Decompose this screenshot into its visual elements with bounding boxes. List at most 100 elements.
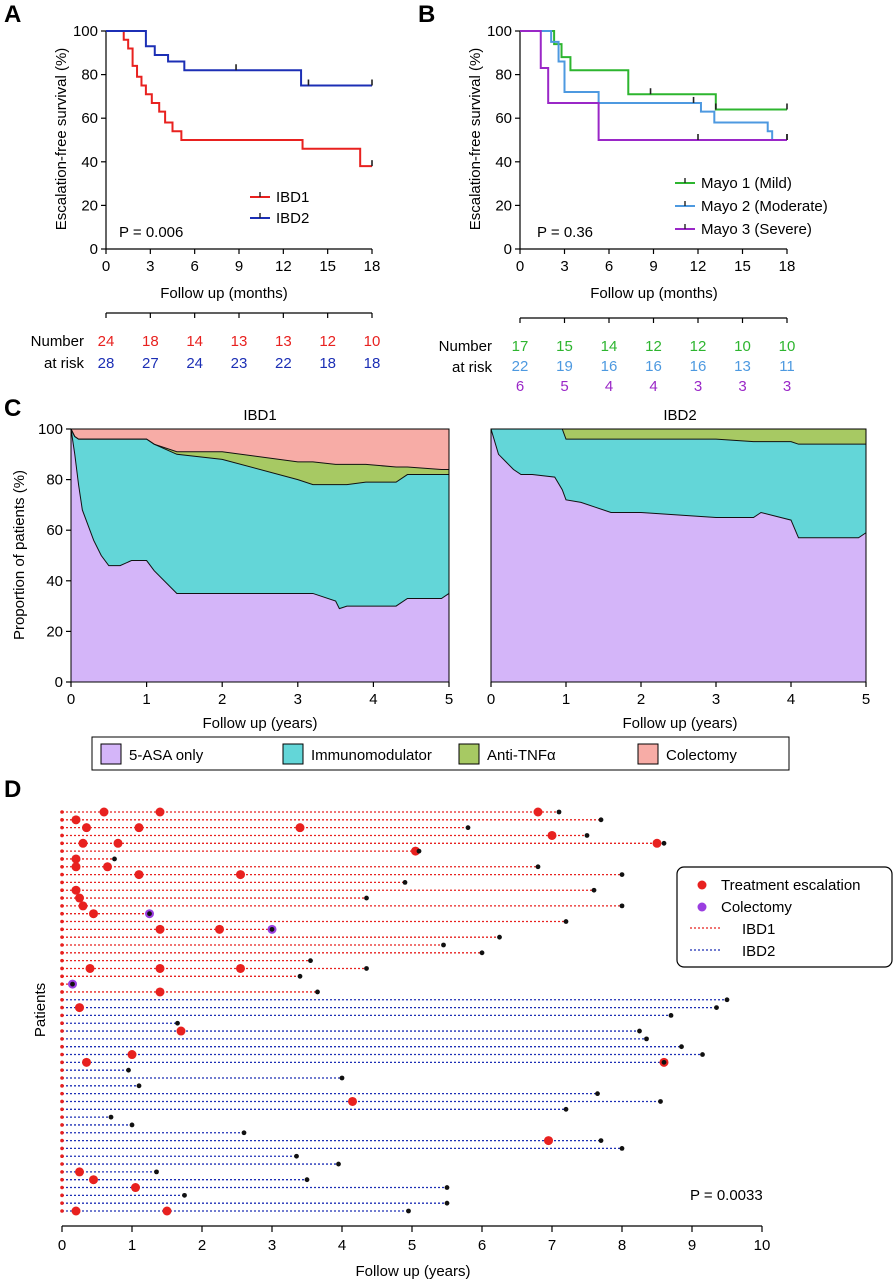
panel-d-row-start-dot bbox=[60, 880, 64, 885]
panel-d-legend-label-2: IBD1 bbox=[742, 921, 775, 938]
panel-d-row-start-dot bbox=[60, 982, 64, 986]
panel-a-xtick-label: 18 bbox=[364, 258, 381, 275]
panel-d-row-end-dot bbox=[619, 1146, 625, 1151]
panel-c-1-xtick-label: 2 bbox=[218, 691, 226, 708]
panel-d-axes: 0 1 2 3 4 5 6 7 8 9 10 bbox=[58, 1225, 770, 1254]
panel-d-row-end-dot bbox=[658, 1099, 663, 1104]
panel-d-row-start-dot bbox=[60, 888, 64, 893]
panel-d-escalation-dot bbox=[134, 870, 144, 880]
panel-d-row-end-dot bbox=[339, 1075, 345, 1081]
panel-d-row-start-dot bbox=[60, 1209, 64, 1213]
panel-d-row-end-dot bbox=[416, 848, 422, 854]
panel-c-xlabel-ibd2: Follow up (years) bbox=[622, 715, 737, 732]
panel-b-risk-value: 14 bbox=[601, 338, 618, 355]
panel-b-xtick-label: 18 bbox=[779, 258, 796, 275]
panel-d-escalation-dot bbox=[155, 963, 165, 973]
panel-c-title-ibd1: IBD1 bbox=[243, 407, 276, 424]
panel-d-legend-label-3: IBD2 bbox=[742, 943, 775, 960]
panel-c-1-area-asa bbox=[71, 429, 449, 682]
panel-d-row-end-dot bbox=[182, 1192, 187, 1198]
panel-d-escalation-dot bbox=[544, 1136, 553, 1146]
panel-a-ylabel: Escalation-free survival (%) bbox=[53, 48, 70, 231]
panel-d-row-start-dot bbox=[60, 1021, 64, 1026]
panel-c-1-xtick-label: 3 bbox=[294, 691, 302, 708]
panel-a-ytick-label: 40 bbox=[81, 154, 98, 171]
panel-d-row-end-dot bbox=[668, 1013, 674, 1018]
panel-b-xtick-label: 0 bbox=[516, 258, 524, 275]
panel-b-series-line-0 bbox=[520, 30, 787, 111]
panel-b-risk-value: 13 bbox=[734, 358, 751, 375]
panel-b-risk-value: 22 bbox=[512, 358, 529, 375]
panel-b-risk-label-1: Number bbox=[439, 338, 492, 355]
panel-d-row-end-dot bbox=[465, 825, 471, 831]
panel-a-xtick-label: 12 bbox=[275, 258, 292, 275]
panel-a-ytick-label: 80 bbox=[81, 67, 98, 84]
panel-c-1-boundary-0 bbox=[70, 428, 450, 610]
panel-d-row-start-dot bbox=[60, 1123, 64, 1127]
panel-a-risk-value: 13 bbox=[275, 333, 292, 350]
panel-a-legend-label-1: IBD2 bbox=[276, 210, 309, 227]
panel-b-legend-label-0: Mayo 1 (Mild) bbox=[701, 175, 792, 192]
panel-d-row-start-dot bbox=[60, 1138, 64, 1143]
panel-d-legend: Treatment escalation Colectomy IBD1 IBD2 bbox=[676, 866, 893, 968]
panel-d-row-end-dot bbox=[584, 833, 590, 838]
panel-d-legend-label-1: Colectomy bbox=[721, 899, 792, 916]
panel-d-row-start-dot bbox=[60, 1162, 64, 1166]
panel-b-xtick-label: 12 bbox=[690, 258, 707, 275]
panel-d-row-end-dot bbox=[444, 1185, 450, 1190]
panel-d-row-start-dot bbox=[60, 833, 64, 838]
panel-c-legend-box bbox=[91, 736, 790, 771]
panel-d-legend-label-0: Treatment escalation bbox=[721, 877, 861, 894]
panel-d-row-start-dot bbox=[60, 919, 64, 924]
panel-d-xtick-label: 8 bbox=[618, 1237, 626, 1254]
panel-c-axes: 0 1 2 3 4 5 0 1 2 3 4 5 0 20 40 60 80 100 bbox=[38, 421, 870, 708]
panel-c-legend-label-1: Immunomodulator bbox=[311, 747, 432, 764]
panel-c-1-frame bbox=[70, 428, 450, 683]
panel-b-risk-value: 4 bbox=[649, 378, 657, 395]
panel-a-ytick-label: 100 bbox=[73, 23, 98, 40]
panel-d-row-end-dot bbox=[364, 895, 369, 901]
panel-c-2-xtick-label: 0 bbox=[487, 691, 495, 708]
panel-d-row-start-dot bbox=[60, 864, 64, 869]
panel-d-row-start-dot bbox=[60, 904, 64, 908]
panel-d-row-start-dot bbox=[60, 896, 64, 900]
panel-d-row-start-dot bbox=[60, 951, 64, 955]
panel-d-row-start-dot bbox=[60, 1037, 64, 1041]
panel-d-row-end-dot bbox=[598, 817, 604, 823]
panel-d-row-end-dot bbox=[441, 942, 446, 948]
panel-d-escalation-dot bbox=[155, 987, 165, 997]
panel-d-escalation-dot bbox=[127, 1050, 137, 1060]
panel-d-row-end-dot bbox=[304, 1177, 310, 1183]
panel-d-row-end-dot bbox=[336, 1161, 341, 1167]
panel-d-escalation-dot bbox=[113, 838, 123, 848]
panel-c-areas bbox=[70, 428, 867, 682]
panel-d-row-start-dot bbox=[60, 1084, 64, 1088]
panel-d-row-end-dot bbox=[315, 989, 320, 995]
panel-a-ytick-label: 0 bbox=[90, 241, 98, 258]
panel-d-row-start-dot bbox=[60, 1060, 64, 1065]
panel-d-row-end-dot bbox=[724, 997, 730, 1003]
panel-d-row-start-dot bbox=[60, 958, 64, 963]
panel-b-km-mayo: Escalation-free survival (%) Follow up (… bbox=[439, 23, 828, 395]
panel-d-row-end-dot bbox=[406, 1208, 411, 1214]
panel-d-xtick-label: 2 bbox=[198, 1237, 206, 1254]
panel-letter-a: A bbox=[4, 1, 21, 28]
panel-letter-b: B bbox=[418, 1, 435, 28]
panel-d-row-start-dot bbox=[60, 1099, 64, 1104]
panel-d-escalation-dot bbox=[78, 901, 88, 911]
panel-c-ytick-label: 0 bbox=[55, 674, 63, 691]
panel-a-risk-label-2: at risk bbox=[44, 355, 85, 372]
panel-d-escalation-dot bbox=[215, 924, 224, 934]
panel-a-risk-value: 14 bbox=[186, 333, 203, 350]
panel-d-row-start-dot bbox=[60, 943, 64, 947]
panel-d-row-end-dot bbox=[297, 973, 303, 979]
panel-b-risk-value: 16 bbox=[645, 358, 662, 375]
panel-a-series-line-1 bbox=[106, 30, 372, 87]
panel-d-row-start-dot bbox=[60, 990, 64, 994]
panel-a-legend: IBD1 IBD2 bbox=[250, 189, 309, 227]
panel-d-escalation-dot bbox=[155, 807, 165, 817]
panel-d-row-end-dot bbox=[444, 1200, 450, 1206]
panel-d-escalation-dot bbox=[155, 924, 165, 934]
panel-d-escalation-dot bbox=[99, 807, 109, 817]
panel-b-xtick-label: 6 bbox=[605, 258, 613, 275]
